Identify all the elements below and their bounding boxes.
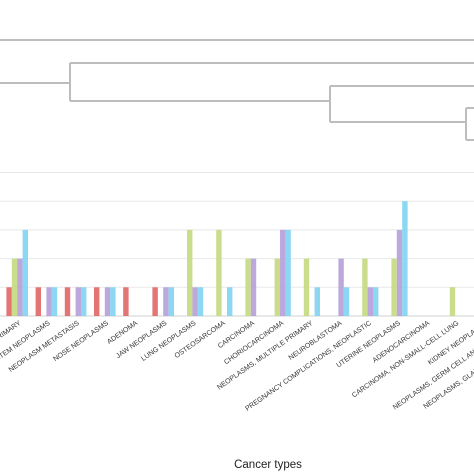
x-tick-label: NEUROBLASTOMA bbox=[288, 320, 344, 362]
x-tick-label: CARCINOMA, NON-SMALL-CELL LUNG bbox=[351, 320, 460, 399]
dendrogram bbox=[0, 39, 474, 141]
x-axis-title: Cancer types bbox=[234, 459, 302, 471]
bar bbox=[449, 287, 456, 316]
bar bbox=[46, 287, 52, 316]
bar bbox=[402, 201, 408, 316]
bar bbox=[303, 258, 310, 316]
bar bbox=[362, 258, 368, 316]
bar bbox=[152, 287, 158, 316]
x-axis-tick-labels: NEOPLASMS, SECOND PRIMARYNERVOUS SYSTEM … bbox=[0, 320, 474, 413]
bar bbox=[367, 287, 373, 316]
bar bbox=[314, 287, 320, 316]
bar bbox=[227, 287, 233, 316]
bar bbox=[343, 287, 350, 316]
bar bbox=[64, 287, 71, 316]
bar bbox=[94, 287, 100, 316]
bar bbox=[22, 229, 28, 316]
bar bbox=[274, 258, 280, 316]
bar bbox=[216, 229, 222, 316]
x-tick-label: NOSE NEOPLASMS bbox=[52, 320, 110, 363]
bar bbox=[168, 287, 174, 316]
bar bbox=[51, 287, 58, 316]
bar bbox=[197, 287, 204, 316]
bar bbox=[81, 287, 87, 316]
bar bbox=[104, 287, 111, 316]
bar bbox=[250, 258, 257, 316]
bar bbox=[396, 229, 403, 316]
bar bbox=[35, 287, 41, 316]
x-tick-label: LUNG NEOPLASMS bbox=[140, 320, 197, 363]
bar bbox=[163, 287, 169, 316]
bar bbox=[373, 287, 379, 316]
bar bbox=[123, 287, 129, 316]
bar bbox=[285, 229, 291, 316]
bar bbox=[338, 258, 344, 316]
bar bbox=[192, 287, 198, 316]
bar bbox=[6, 287, 12, 316]
bar bbox=[245, 258, 251, 316]
bar bbox=[187, 229, 193, 316]
bar bbox=[11, 258, 18, 316]
x-tick-label: JAW NEOPLASMS bbox=[115, 320, 168, 360]
chart-bars bbox=[6, 201, 456, 316]
x-tick-label: OSTEOSARCOMA bbox=[174, 320, 227, 360]
bar bbox=[280, 229, 286, 316]
bar bbox=[75, 287, 81, 316]
bar bbox=[391, 258, 397, 316]
bar bbox=[110, 287, 116, 316]
bar bbox=[17, 258, 23, 316]
